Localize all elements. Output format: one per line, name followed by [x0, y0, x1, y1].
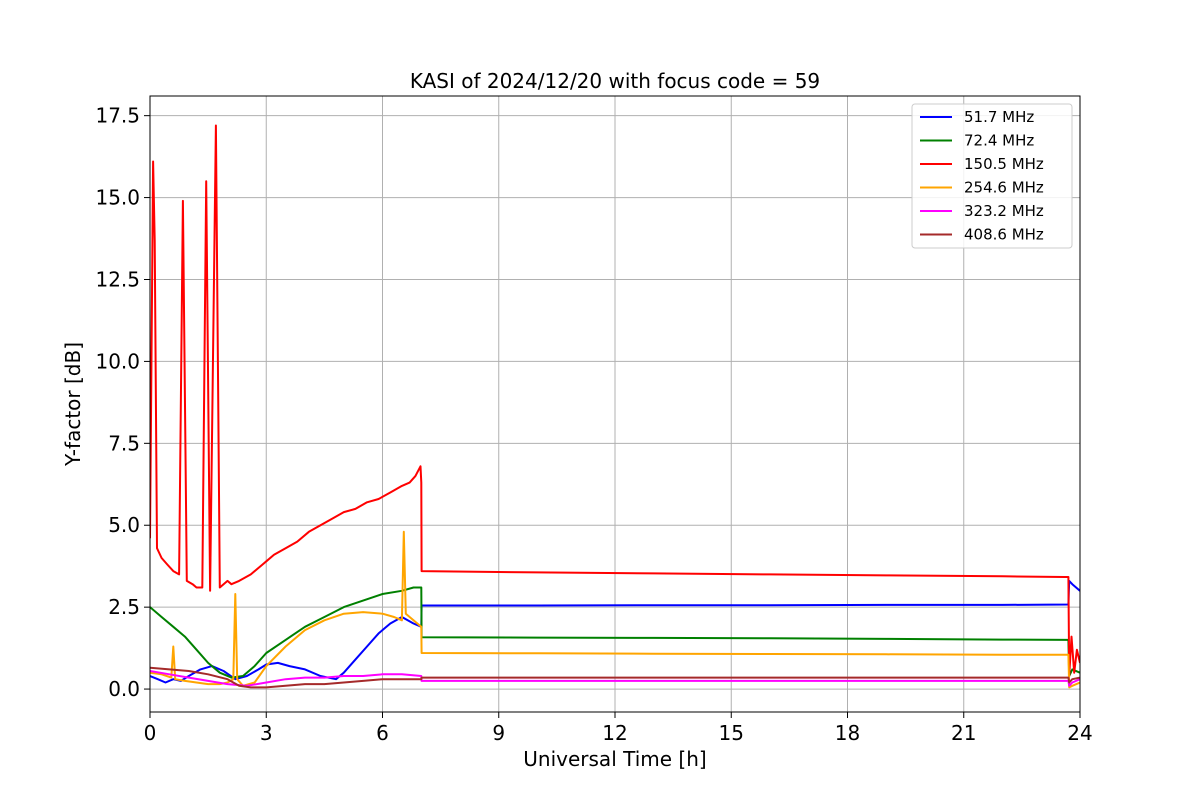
x-tick-label: 15 [719, 721, 744, 745]
series-line-254_6-mhz [150, 530, 1080, 689]
y-tick-label: 7.5 [108, 431, 140, 455]
x-tick-label: 18 [835, 721, 860, 745]
legend-label-150_5-mhz: 150.5 MHz [964, 155, 1044, 173]
x-tick-label: 24 [1067, 721, 1092, 745]
x-tick-label: 9 [492, 721, 505, 745]
y-tick-label: 17.5 [95, 104, 140, 128]
chart-title: KASI of 2024/12/20 with focus code = 59 [410, 69, 820, 93]
x-tick-label: 21 [951, 721, 976, 745]
x-tick-label: 0 [144, 721, 157, 745]
series-line-150_5-mhz [150, 124, 1080, 677]
y-tick-label: 5.0 [108, 513, 140, 537]
legend-label-323_2-mhz: 323.2 MHz [964, 202, 1044, 220]
series-line-72_4-mhz [150, 586, 1080, 679]
y-tick-label: 0.0 [108, 677, 140, 701]
series-layer [150, 124, 1080, 689]
y-tick-label: 2.5 [108, 595, 140, 619]
series-line-51_7-mhz [150, 579, 1080, 684]
legend: 51.7 MHz 72.4 MHz 150.5 MHz 254.6 MHz 32… [911, 103, 1073, 249]
grid [150, 96, 1080, 712]
series-line-323_2-mhz [150, 670, 1080, 687]
x-axis-ticks: 0 3 6 9 12 15 18 21 24 [144, 712, 1093, 745]
x-axis-label: Universal Time [h] [523, 747, 706, 771]
y-axis-label: Y-factor [dB] [61, 342, 85, 467]
x-tick-label: 6 [376, 721, 389, 745]
y-tick-label: 15.0 [95, 186, 140, 210]
y-tick-label: 10.0 [95, 349, 140, 373]
legend-label-72_4-mhz: 72.4 MHz [964, 132, 1034, 150]
y-tick-label: 12.5 [95, 267, 140, 291]
x-tick-label: 3 [260, 721, 273, 745]
legend-label-408_6-mhz: 408.6 MHz [964, 226, 1044, 244]
series-line-408_6-mhz [150, 666, 1080, 689]
legend-label-254_6-mhz: 254.6 MHz [964, 179, 1044, 197]
x-tick-label: 12 [602, 721, 627, 745]
legend-label-51_7-mhz: 51.7 MHz [964, 108, 1034, 126]
y-axis-ticks: 0.0 2.5 5.0 7.5 10.0 12.5 15.0 17.5 [95, 104, 150, 701]
